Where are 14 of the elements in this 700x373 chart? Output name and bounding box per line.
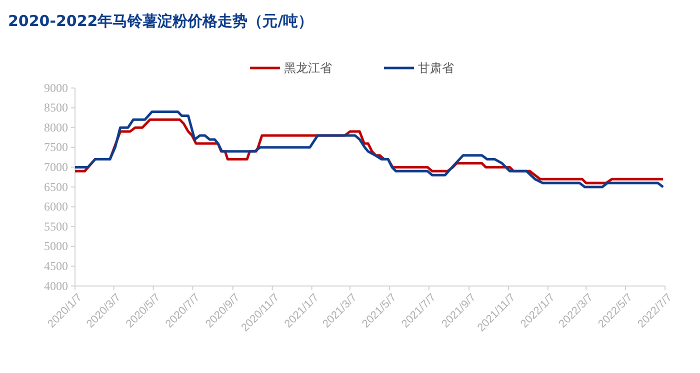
y-tick-label: 9000 <box>44 80 68 95</box>
y-tick-label: 7000 <box>44 160 68 174</box>
chart-title: 2020-2022年马铃薯淀粉价格走势（元/吨） <box>8 12 314 30</box>
y-tick-label: 4000 <box>44 278 68 293</box>
legend-label: 甘肃省 <box>418 61 454 75</box>
y-tick-label: 4500 <box>44 259 68 274</box>
y-tick-label: 7500 <box>44 140 68 154</box>
y-tick-label: 6000 <box>44 200 68 214</box>
y-tick-label: 6500 <box>44 180 68 194</box>
y-tick-label: 8500 <box>44 100 68 115</box>
y-tick-label: 8000 <box>44 120 68 134</box>
y-tick-label: 5500 <box>44 219 68 234</box>
y-tick-label: 5000 <box>44 239 68 254</box>
legend-label: 黑龙江省 <box>284 61 332 75</box>
